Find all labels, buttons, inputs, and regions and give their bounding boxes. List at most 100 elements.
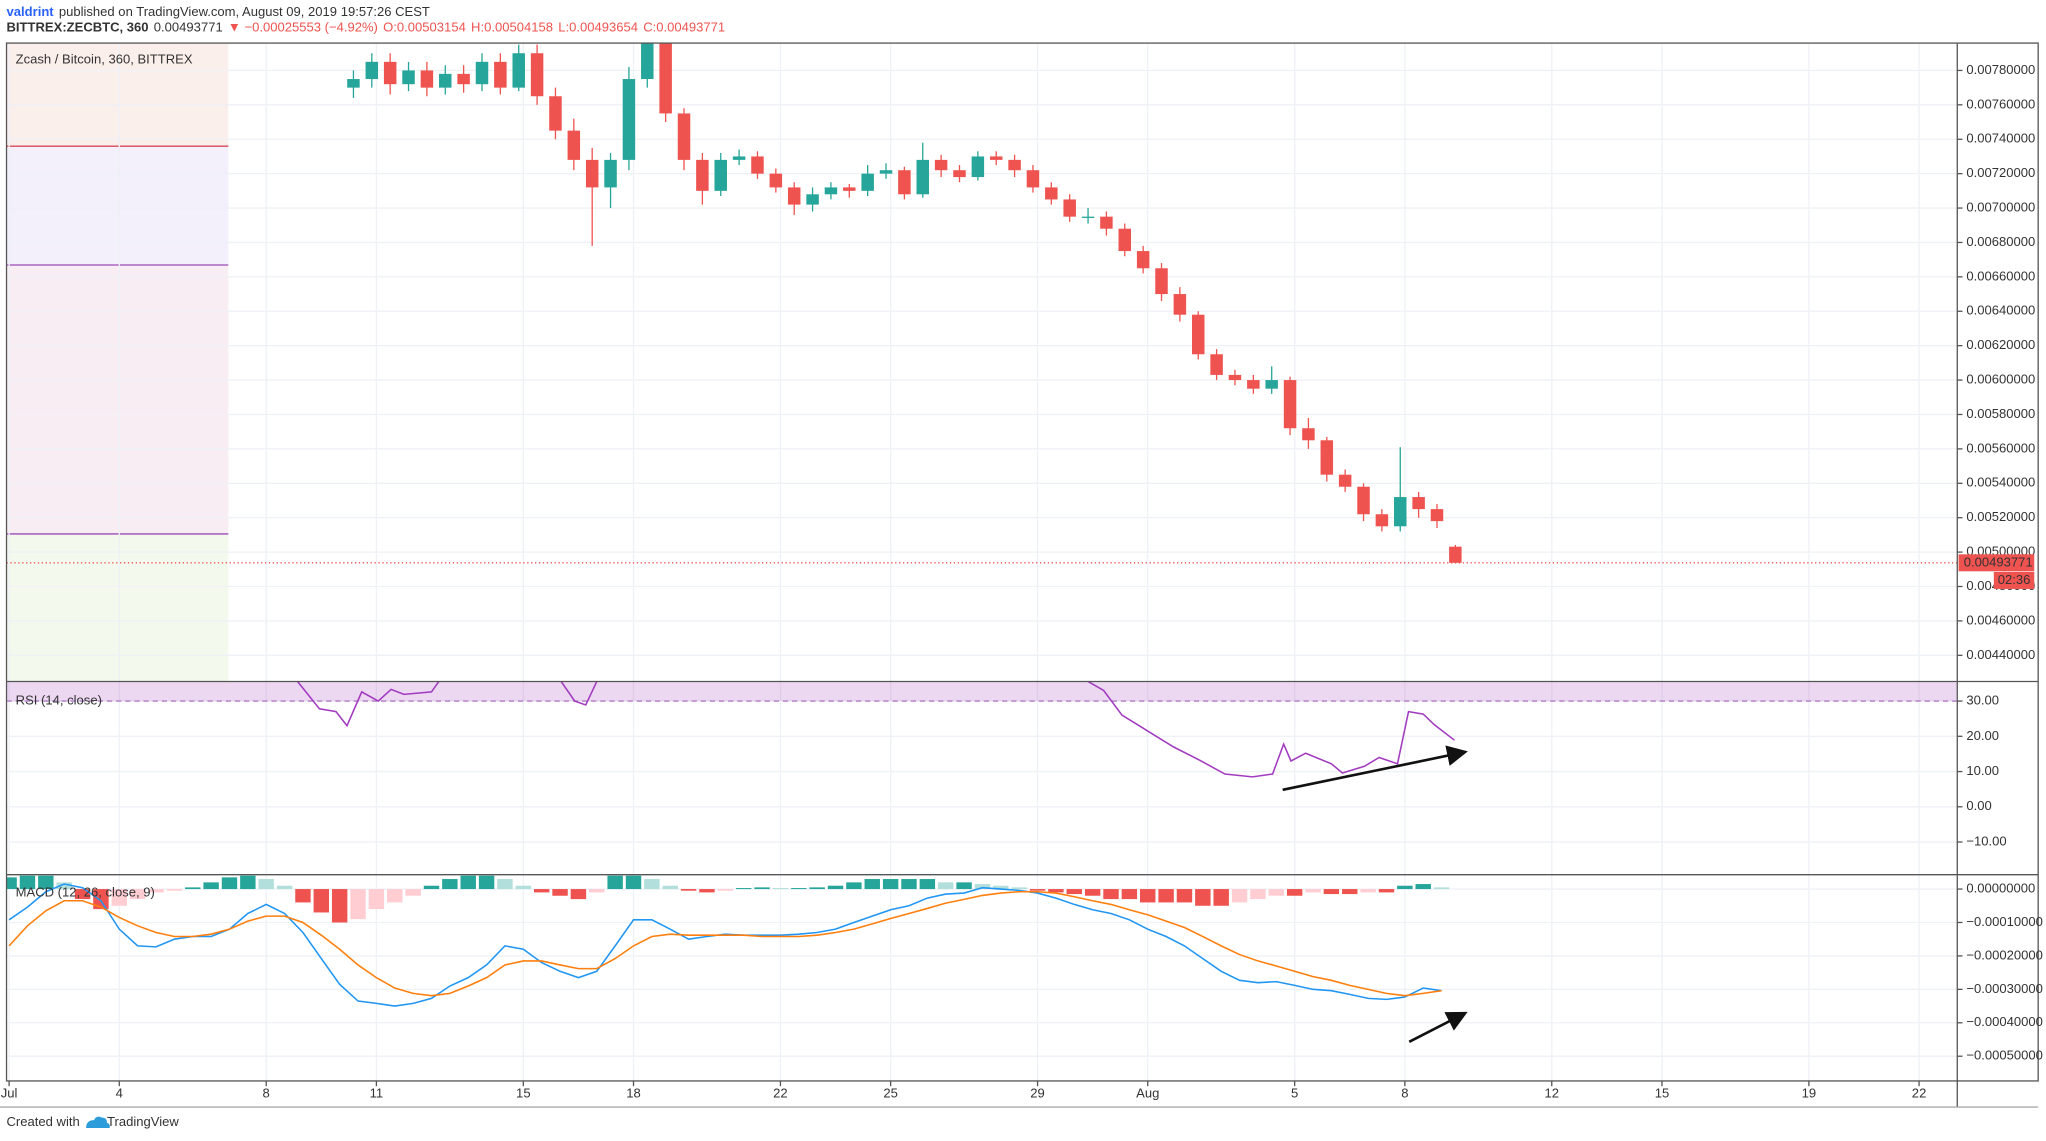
candle-body: [1430, 509, 1444, 522]
x-tick-label: 25: [883, 1085, 898, 1100]
last-price-box: [1958, 554, 2035, 572]
candle-body: [1357, 486, 1370, 515]
histogram-bar: [827, 885, 844, 890]
histogram-bar: [1433, 887, 1450, 890]
last-price-label: 0.00493771: [1964, 554, 2033, 569]
histogram-bar: [276, 885, 293, 890]
histogram-bar: [1029, 889, 1046, 891]
candle-body: [1136, 251, 1150, 269]
candle-body: [512, 53, 525, 88]
histogram-bar: [460, 875, 476, 890]
histogram-bar: [111, 889, 127, 906]
rsi-band: [6, 681, 1958, 702]
histogram-bar: [1323, 889, 1340, 895]
y-tick-label: 0.00620000: [1966, 337, 2035, 352]
countdown-label: 02:36: [1998, 572, 2031, 587]
candle-body: [347, 79, 360, 88]
histogram-bar: [735, 888, 752, 890]
candle-body: [1283, 380, 1297, 429]
range-zone: [6, 533, 229, 682]
candle-body: [567, 130, 581, 160]
histogram-bar: [423, 885, 440, 890]
y-tick-label: 0.00640000: [1966, 303, 2035, 318]
y-tick-label: 0.00000000: [1966, 881, 2035, 896]
header-line: valdrint published on TradingView.com, Au…: [7, 5, 430, 20]
symbol: BITTREX:ZECBTC, 360: [7, 20, 149, 35]
candle-body: [365, 61, 379, 80]
x-tick-label: 22: [773, 1085, 788, 1100]
y-tick-label: 10.00: [1966, 763, 1999, 778]
histogram-bar: [1268, 889, 1285, 896]
candle-body: [714, 159, 727, 191]
candle-body: [641, 43, 654, 80]
x-tick-label: Aug: [1136, 1085, 1159, 1100]
macd-line: [8, 883, 1442, 1007]
candle-body: [1155, 268, 1168, 295]
candle-body: [530, 53, 544, 97]
candle-body: [751, 156, 764, 174]
histogram-bar: [1305, 889, 1321, 893]
histogram-bar: [1397, 885, 1413, 890]
candle-body: [989, 156, 1003, 160]
y-tick-label: −0.00040000: [1966, 1014, 2043, 1029]
candle-body: [806, 194, 819, 205]
histogram-bar: [313, 889, 330, 913]
range-tool: [6, 43, 229, 682]
annotation-arrow: [1282, 745, 1468, 792]
histogram-bar: [1360, 889, 1376, 893]
y-tick-label: 0.00520000: [1966, 509, 2035, 524]
histogram-bar: [1378, 889, 1395, 893]
histogram-bar: [129, 889, 146, 900]
histogram-bar: [791, 888, 807, 890]
histogram-bar: [1176, 889, 1193, 903]
histogram-bar: [552, 889, 568, 896]
rsi-pane: [6, 681, 1958, 778]
histogram-bar: [956, 882, 972, 890]
histogram-bar: [662, 885, 678, 890]
candle-body: [898, 170, 911, 195]
histogram-bar: [442, 879, 458, 890]
candle-body: [585, 159, 599, 188]
histogram-bar: [993, 885, 1009, 890]
histogram-bar: [1415, 884, 1431, 890]
footer-brand[interactable]: TradingView: [107, 1114, 179, 1129]
candle-body: [1100, 216, 1113, 229]
x-tick-label: Jul: [1, 1085, 18, 1100]
change: ▼ −0.00025553 (−4.92%): [228, 20, 378, 35]
histogram-bar: [1084, 889, 1101, 896]
histogram-bar: [680, 889, 697, 891]
x-tick-label: 8: [1401, 1085, 1408, 1100]
histogram-bar: [19, 875, 36, 890]
candle-body: [934, 159, 948, 171]
author: valdrint: [7, 5, 55, 20]
y-tick-label: 0.00460000: [1966, 612, 2035, 627]
histogram-bar: [1231, 889, 1248, 903]
candle-body: [916, 159, 930, 195]
candle-body: [1063, 199, 1076, 217]
candle-body: [1320, 440, 1334, 475]
histogram-bar: [1011, 887, 1027, 890]
histogram-bar: [368, 889, 385, 910]
histogram-bar: [1048, 889, 1064, 893]
histogram-bar: [350, 889, 366, 920]
candle-body: [1191, 314, 1205, 355]
candle-body: [1265, 380, 1278, 389]
histogram-bar: [625, 875, 642, 890]
y-tick-label: 0.00440000: [1966, 647, 2035, 662]
candle-body: [843, 187, 856, 191]
y-tick-label: 0.00540000: [1966, 475, 2035, 490]
symbol-line: BITTREX:ZECBTC, 360 0.00493771 ▼ −0.000255…: [7, 20, 726, 35]
y-tick-label: 20.00: [1966, 728, 1999, 743]
histogram-bar: [6, 877, 17, 890]
x-tick-label: 19: [1802, 1085, 1817, 1100]
histogram-bar: [1286, 889, 1303, 896]
histogram-bar: [846, 882, 862, 890]
histogram-bar: [497, 879, 513, 890]
x-tick-label: 12: [1545, 1085, 1560, 1100]
y-tick-label: 0.00600000: [1966, 372, 2035, 387]
candle-body: [420, 70, 434, 88]
macd-line: [8, 890, 1442, 997]
frame-border: [5, 42, 2039, 1082]
annotation-arrow: [1408, 1011, 1468, 1043]
